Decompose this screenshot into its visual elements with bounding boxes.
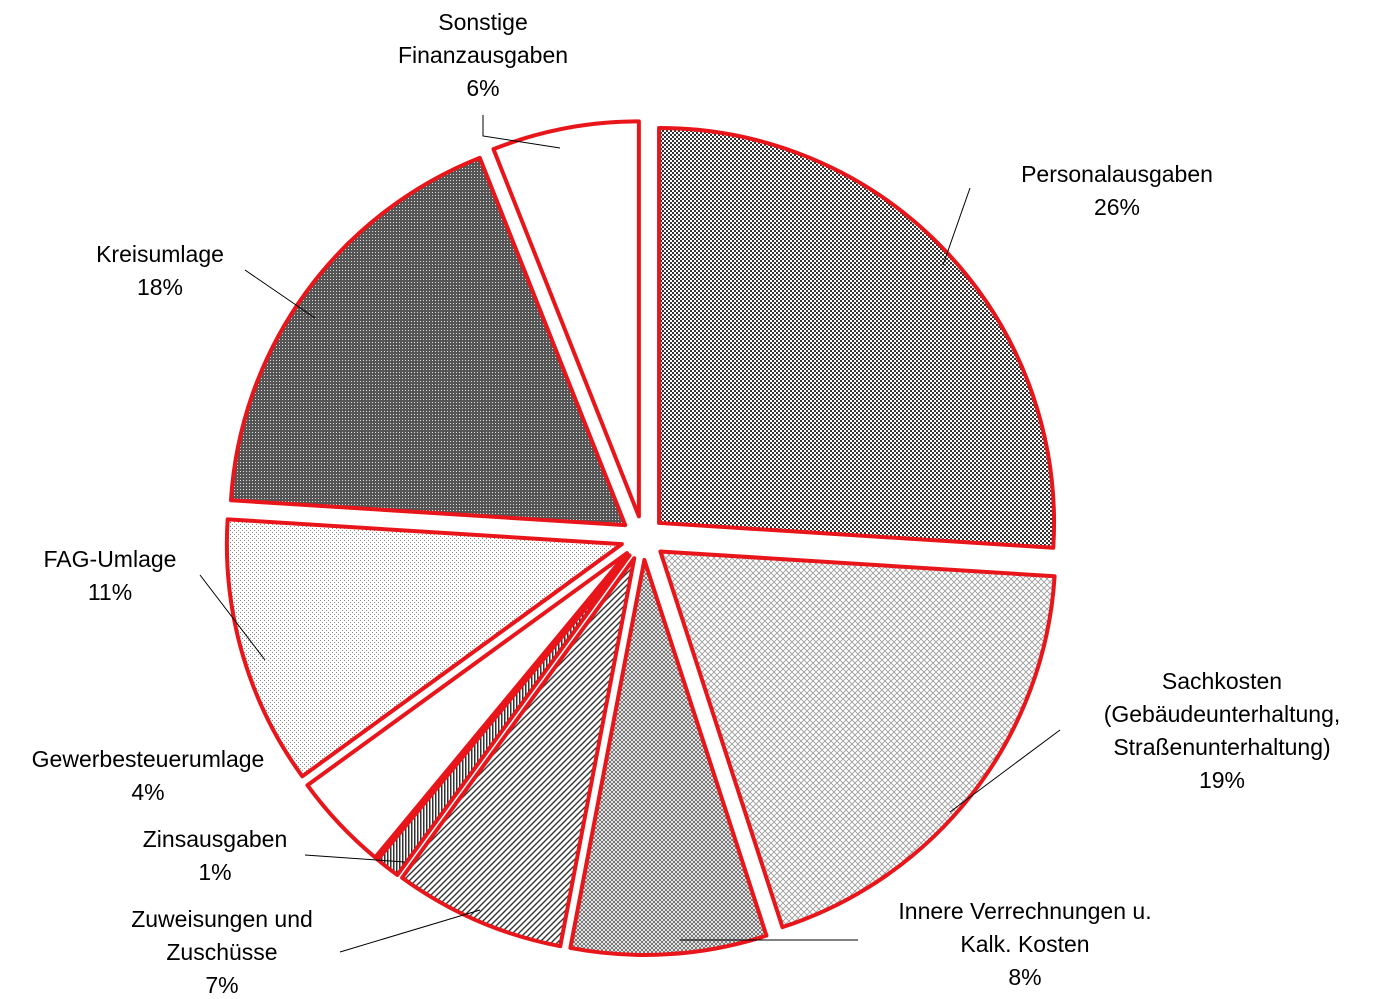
slice-label: Kreisumlage 18% — [96, 238, 224, 304]
slice — [305, 551, 629, 860]
leader-line — [482, 115, 561, 149]
slice-label: Sonstige Finanzausgaben 6% — [398, 6, 568, 105]
slice-label: Innere Verrechnungen u. Kalk. Kosten 8% — [898, 895, 1151, 994]
leader-line — [304, 854, 406, 863]
category-label: Sonstige Finanzausgaben — [397, 9, 569, 68]
value-label: 18% — [136, 274, 184, 300]
leader-line — [942, 187, 971, 266]
leader-line — [199, 574, 266, 661]
category-label: Personalausgaben — [1021, 161, 1213, 187]
value-label: 8% — [1008, 964, 1042, 990]
slice-label: Gewerbesteuerumlage 4% — [32, 743, 265, 809]
leader-line — [339, 909, 481, 953]
slice-label: Zinsausgaben 1% — [143, 823, 288, 889]
value-label: 4% — [131, 779, 165, 805]
category-label: Innere Verrechnungen u. Kalk. Kosten — [898, 898, 1152, 957]
value-label: 19% — [1198, 767, 1246, 793]
slice — [491, 119, 641, 519]
slice-label: Zuweisungen und Zuschüsse 7% — [131, 903, 313, 999]
slice-label: FAG-Umlage 11% — [44, 543, 177, 609]
value-label: 7% — [205, 972, 239, 998]
category-label: Gewerbesteuerumlage — [31, 746, 265, 772]
value-label: 26% — [1093, 194, 1141, 220]
value-label: 1% — [198, 859, 232, 885]
slice — [568, 557, 769, 957]
leader-line — [949, 729, 1061, 813]
slice-label: Sachkosten (Gebäudeunterhaltung, Straßen… — [1104, 665, 1341, 797]
slice — [658, 549, 1057, 930]
value-label: 6% — [466, 75, 500, 101]
slice — [657, 125, 1056, 550]
category-label: Sachkosten (Gebäudeunterhaltung, Straßen… — [1103, 668, 1341, 760]
leader-line — [244, 269, 316, 319]
category-label: FAG-Umlage — [43, 546, 177, 572]
slice-label: Personalausgaben 26% — [1021, 158, 1213, 224]
slice — [400, 556, 637, 949]
category-label: Zinsausgaben — [142, 826, 288, 852]
category-label: Zuweisungen und Zuschüsse — [131, 906, 313, 965]
value-label: 11% — [87, 579, 133, 605]
slice — [228, 155, 628, 528]
category-label: Kreisumlage — [96, 241, 224, 267]
slice — [224, 517, 624, 779]
